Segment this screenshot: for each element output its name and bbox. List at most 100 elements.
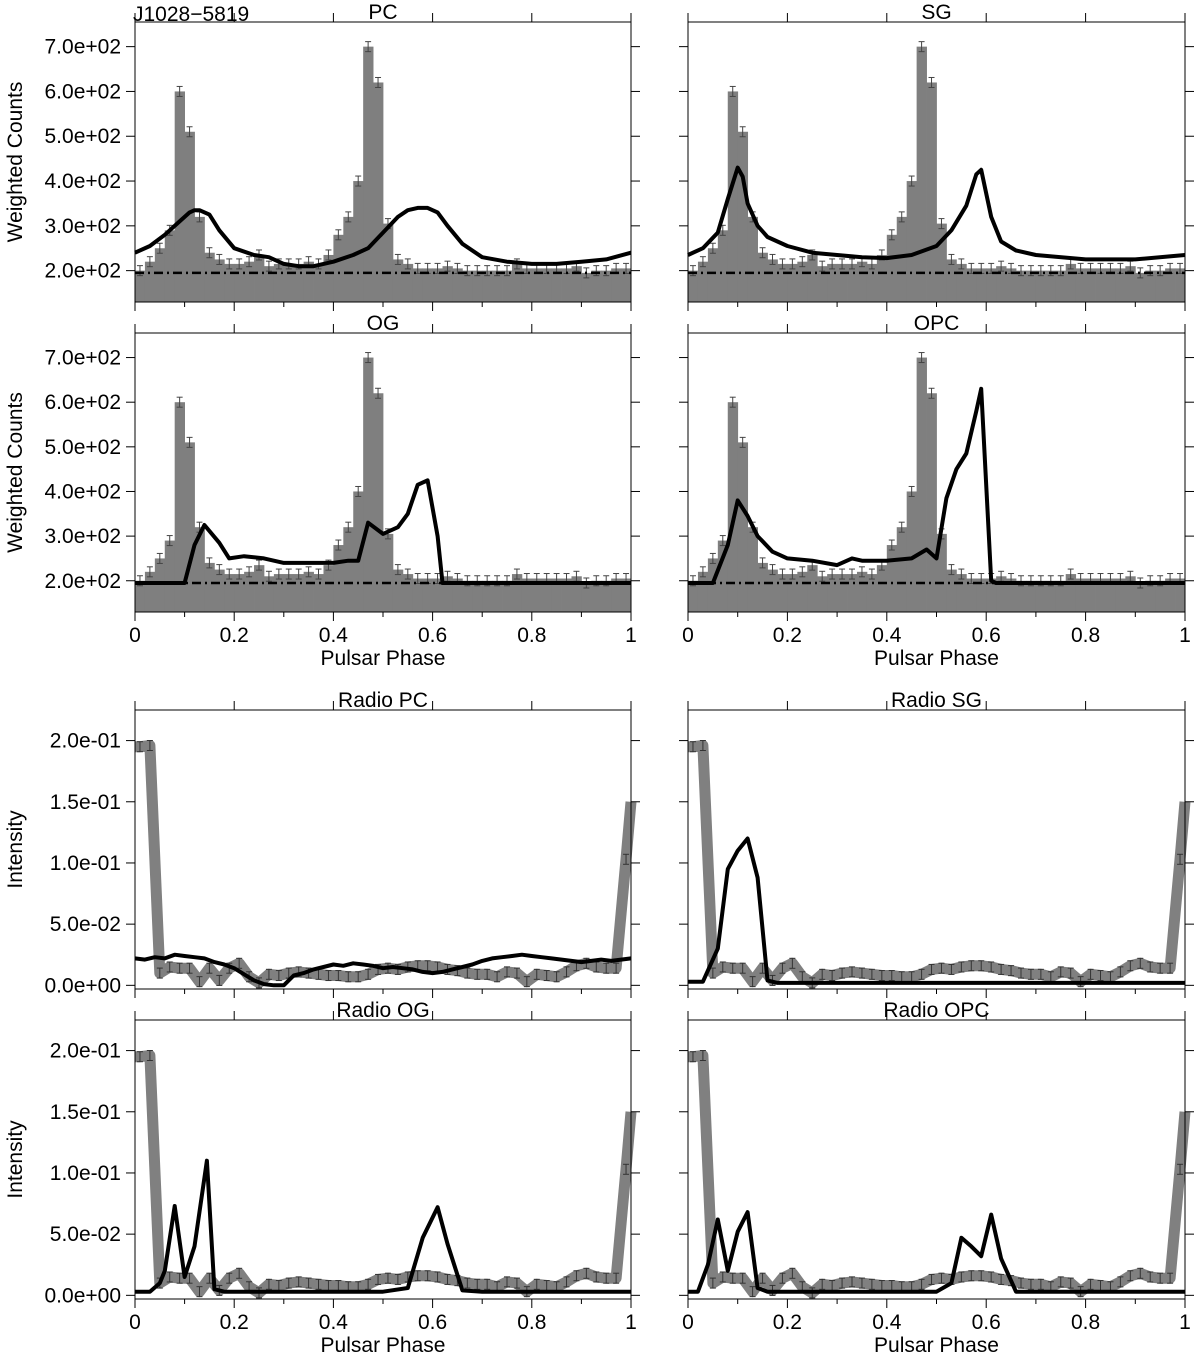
gamma-pc-ytick-label: 4.0e+02 (45, 170, 122, 193)
radio-og-errorbar (414, 1270, 421, 1282)
gamma-pc-bar (353, 181, 364, 302)
gamma-sg-errorbar (938, 218, 945, 230)
radio-og-ytick-label: 1.5e-01 (50, 1101, 121, 1124)
radio-sg-errorbar (1087, 968, 1094, 980)
radio-opc-errorbar (858, 1277, 865, 1289)
gamma-sg-errorbar (908, 175, 915, 187)
gamma-pc-errorbar (146, 256, 153, 268)
gamma-pc-bar (244, 261, 255, 302)
gamma-pc-errorbar (345, 211, 352, 223)
radio-pc-errorbar (146, 739, 153, 751)
gamma-sg-bar (876, 254, 888, 302)
radio-pc-model-curve (134, 952, 632, 988)
gamma-pc-errorbar (404, 258, 411, 270)
gamma-opc-errorbar (839, 568, 846, 580)
gamma-pc-bar (204, 252, 215, 302)
gamma-og-ytick-label: 3.0e+02 (45, 525, 122, 548)
gamma-opc-errorbar (849, 568, 856, 580)
radio-pc-panel: 0.0e+00 5.0e-02 1.0e-01 1.5e-01 2.0e-01 Radio… (4, 689, 640, 998)
gamma-pc-bar (581, 272, 592, 302)
gamma-og-ylabel: Weighted Counts (4, 392, 27, 553)
gamma-sg-title: SG (921, 1, 951, 24)
radio-pc-errorbar (206, 962, 213, 974)
gamma-opc-bar (1105, 578, 1116, 612)
gamma-opc-panel: 0 0.2 0.4 0.6 0.8 1 OPC Pulsar Phase (679, 312, 1194, 670)
radio-opc-errorbar (998, 1273, 1005, 1285)
gamma-opc-bar (1175, 578, 1186, 612)
gamma-pc-bar (511, 263, 523, 302)
radio-sg-errorbar (858, 967, 865, 979)
gamma-sg-errorbar (898, 211, 905, 223)
gamma-sg-bar (757, 252, 768, 302)
radio-sg-errorbar (1067, 967, 1074, 979)
radio-opc-errorbar (689, 1051, 696, 1063)
gamma-pc-bar (135, 270, 146, 302)
gamma-opc-bar (688, 580, 699, 612)
radio-og-ytick-label: 5.0e-02 (50, 1223, 121, 1246)
gamma-og-bar (353, 491, 364, 612)
radio-og-errorbar (613, 1272, 620, 1284)
gamma-opc-bar (797, 571, 808, 612)
gamma-og-bar (383, 533, 394, 612)
gamma-sg-model-curve (687, 165, 1186, 262)
radio-opc-errorbar (1057, 1276, 1064, 1288)
radio-opc-xtick-label: 0.8 (1071, 1311, 1100, 1334)
gamma-opc-errorbar (819, 570, 826, 582)
radio-sg-errorbar (1027, 968, 1034, 980)
gamma-og-bar (214, 569, 225, 612)
gamma-og-xtick-label: 1 (625, 624, 637, 647)
gamma-og-bar (135, 580, 146, 612)
radio-pc-errorbar (176, 962, 183, 974)
gamma-opc-bar (737, 442, 749, 612)
radio-pc-frame (134, 709, 632, 990)
gamma-og-errorbar (345, 521, 352, 533)
radio-sg-errorbar (699, 739, 706, 751)
radio-sg-errorbar (978, 960, 985, 972)
gamma-sg-bar (707, 248, 719, 302)
radio-og-errorbar (206, 1272, 213, 1284)
gamma-sg-bar (1025, 270, 1037, 302)
gamma-sg-bar (787, 263, 798, 302)
gamma-pc-bar (611, 268, 622, 302)
radio-sg-errorbar (1057, 966, 1064, 978)
gamma-opc-bar (1115, 578, 1126, 612)
gamma-sg-bar (1055, 270, 1067, 302)
gamma-og-errorbar (404, 568, 411, 580)
gamma-opc-xtick-label: 0.4 (872, 624, 902, 647)
gamma-sg-errorbar (1137, 267, 1144, 279)
gamma-sg-errorbar (819, 260, 826, 272)
radio-pc-ytick-label: 1.0e-01 (50, 852, 121, 875)
radio-sg-errorbar (928, 963, 935, 975)
gamma-pc-bar (502, 270, 513, 302)
gamma-og-errorbar (256, 559, 262, 571)
radio-pc-errorbar (494, 971, 501, 983)
radio-opc-errorbar (1127, 1270, 1134, 1282)
gamma-sg-bar (688, 270, 699, 302)
gamma-sg-bar (986, 268, 997, 302)
radio-sg-errorbar (839, 967, 846, 979)
gamma-og-errorbar (146, 566, 153, 578)
radio-og-ytick-label: 1.0e-01 (50, 1162, 121, 1185)
radio-pc-errorbar (533, 968, 540, 980)
gamma-sg-bar (886, 234, 898, 302)
gamma-og-bar (412, 578, 424, 612)
gamma-og-bar (601, 580, 612, 612)
gamma-sg-errorbar (928, 76, 935, 88)
gamma-opc-bar (886, 545, 898, 612)
gamma-og-bar (392, 569, 404, 612)
gamma-pc-bar (561, 268, 572, 302)
gamma-pc-bar (601, 270, 612, 302)
gamma-sg-bar (996, 266, 1007, 302)
gamma-og-bar (224, 574, 235, 612)
gamma-sg-bar (896, 216, 908, 302)
radio-og-errorbar (504, 1276, 510, 1288)
gamma-sg-errorbar (948, 253, 955, 265)
radio-og-errorbar (176, 1272, 183, 1284)
gamma-og-bar (254, 565, 265, 612)
gamma-sg-errorbar (918, 41, 925, 53)
gamma-opc-xtick-label: 0.6 (972, 624, 1001, 647)
radio-opc-panel: 0 0.2 0.4 0.6 0.8 1 Radio OPC Pulsar Phase (679, 999, 1194, 1357)
radio-og-errorbar (265, 1278, 272, 1290)
gamma-sg-bar (1075, 268, 1086, 302)
gamma-sg-errorbar (1057, 265, 1064, 277)
